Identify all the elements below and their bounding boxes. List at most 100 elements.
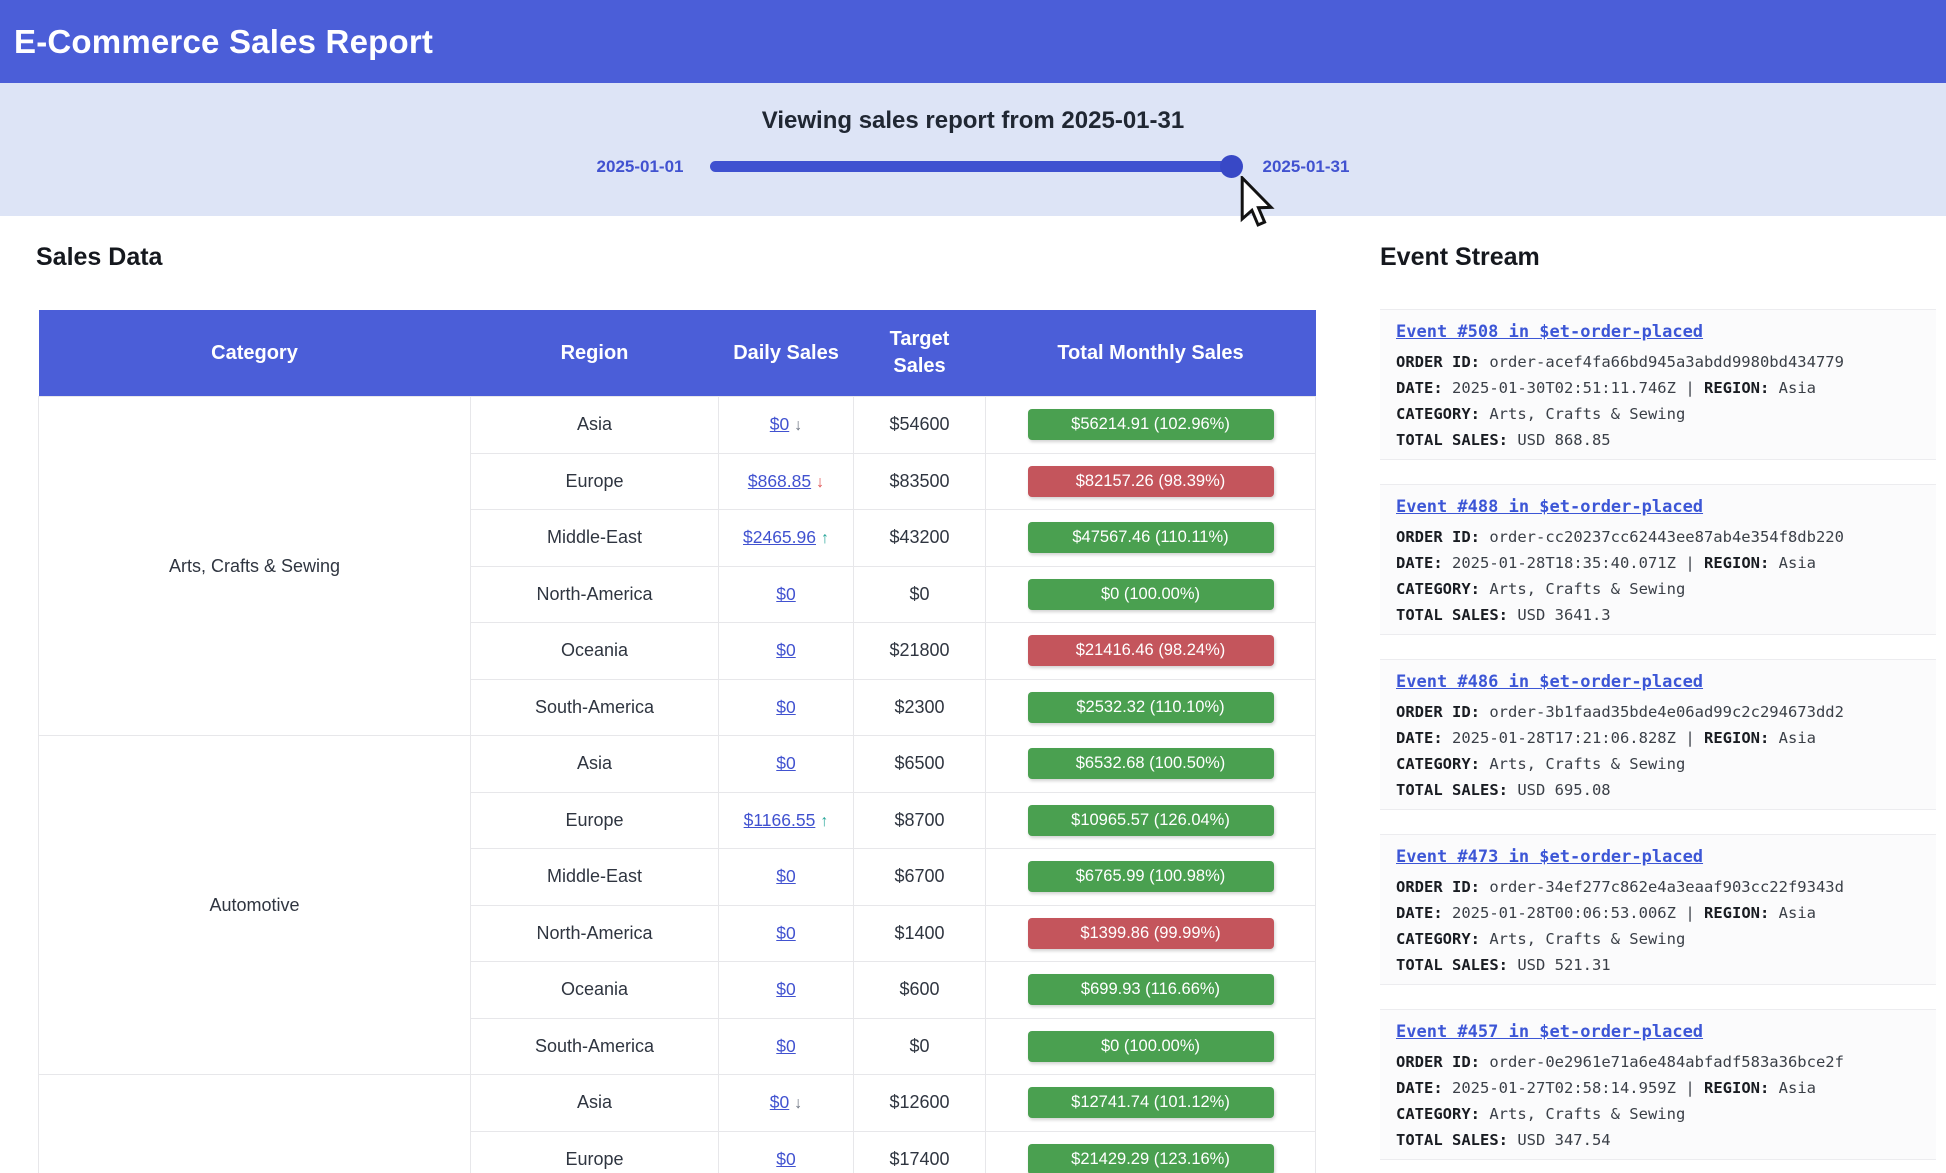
- target-sales-cell: $83500: [854, 453, 986, 510]
- total-monthly-sales-cell: $0 (100.00%): [986, 1018, 1316, 1075]
- daily-sales-link[interactable]: $0: [776, 979, 795, 999]
- total-monthly-sales-cell: $6532.68 (100.50%): [986, 736, 1316, 793]
- daily-sales-link[interactable]: $0: [776, 640, 795, 660]
- daily-sales-cell: $0: [719, 962, 854, 1019]
- region-cell: Oceania: [471, 962, 719, 1019]
- event-detail-line: DATE: 2025-01-27T02:58:14.959Z | REGION:…: [1396, 1075, 1920, 1101]
- daily-sales-cell: $2465.96↑: [719, 510, 854, 567]
- event-title-link[interactable]: Event #457 in $et-order-placed: [1396, 1022, 1703, 1042]
- total-monthly-sales-cell: $12741.74 (101.12%): [986, 1075, 1316, 1132]
- daily-sales-link[interactable]: $0: [776, 753, 795, 773]
- daily-sales-link[interactable]: $0: [776, 866, 795, 886]
- monthly-sales-badge: $47567.46 (110.11%): [1028, 522, 1274, 553]
- total-monthly-sales-cell: $1399.86 (99.99%): [986, 905, 1316, 962]
- daily-sales-cell: $0 ↓: [719, 1075, 854, 1132]
- target-sales-cell: $12600: [854, 1075, 986, 1132]
- event-detail-line: ORDER ID: order-cc20237cc62443ee87ab4e35…: [1396, 524, 1920, 550]
- date-slider[interactable]: [710, 161, 1237, 173]
- monthly-sales-badge: $21429.29 (123.16%): [1028, 1144, 1274, 1173]
- event-title-link[interactable]: Event #508 in $et-order-placed: [1396, 322, 1703, 342]
- trend-down-icon: ↓: [794, 417, 802, 435]
- event-detail-line: DATE: 2025-01-28T00:06:53.006Z | REGION:…: [1396, 900, 1920, 926]
- event-card: Event #473 in $et-order-placed ORDER ID: …: [1380, 834, 1936, 985]
- target-sales-cell: $21800: [854, 623, 986, 680]
- region-cell: Europe: [471, 792, 719, 849]
- slider-row: 2025-01-01 2025-01-31: [0, 157, 1946, 177]
- daily-sales-cell: $0: [719, 905, 854, 962]
- trend-down-icon: ↓: [794, 1095, 802, 1113]
- date-slider-section: Viewing sales report from 2025-01-31 202…: [0, 83, 1946, 216]
- category-cell: [39, 1075, 471, 1173]
- trend-up-icon: ↑: [820, 813, 828, 831]
- page-title: E-Commerce Sales Report: [0, 23, 433, 61]
- event-detail-line: CATEGORY: Arts, Crafts & Sewing: [1396, 751, 1920, 777]
- event-stream-heading: Event Stream: [1380, 243, 1540, 272]
- daily-sales-link[interactable]: $0: [770, 1092, 789, 1112]
- daily-sales-link[interactable]: $2465.96: [743, 527, 816, 547]
- column-header: Category: [39, 310, 471, 397]
- daily-sales-link[interactable]: $868.85: [748, 471, 811, 491]
- region-cell: North-America: [471, 905, 719, 962]
- event-detail-line: DATE: 2025-01-28T18:35:40.071Z | REGION:…: [1396, 550, 1920, 576]
- monthly-sales-badge: $82157.26 (98.39%): [1028, 466, 1274, 497]
- slider-track[interactable]: [710, 161, 1237, 172]
- monthly-sales-badge: $10965.57 (126.04%): [1028, 805, 1274, 836]
- region-cell: Oceania: [471, 623, 719, 680]
- total-monthly-sales-cell: $47567.46 (110.11%): [986, 510, 1316, 567]
- mouse-cursor-icon: [1240, 176, 1278, 232]
- target-sales-cell: $0: [854, 1018, 986, 1075]
- target-sales-cell: $600: [854, 962, 986, 1019]
- total-monthly-sales-cell: $21429.29 (123.16%): [986, 1131, 1316, 1173]
- event-detail-line: TOTAL SALES: USD 695.08: [1396, 777, 1920, 803]
- region-cell: Europe: [471, 1131, 719, 1173]
- target-sales-cell: $17400: [854, 1131, 986, 1173]
- slider-max-label: 2025-01-31: [1263, 157, 1350, 177]
- event-detail-line: ORDER ID: order-3b1faad35bde4e06ad99c2c2…: [1396, 699, 1920, 725]
- event-card: Event #488 in $et-order-placed ORDER ID: …: [1380, 484, 1936, 635]
- daily-sales-link[interactable]: $0: [776, 1149, 795, 1169]
- event-card: Event #508 in $et-order-placedORDER ID: …: [1380, 309, 1936, 460]
- event-detail-line: DATE: 2025-01-30T02:51:11.746Z | REGION:…: [1396, 375, 1920, 401]
- region-cell: Middle-East: [471, 510, 719, 567]
- slider-thumb[interactable]: [1220, 155, 1243, 178]
- event-detail-line: TOTAL SALES: USD 347.54: [1396, 1127, 1920, 1153]
- daily-sales-cell: $868.85↓: [719, 453, 854, 510]
- target-sales-cell: $0: [854, 566, 986, 623]
- total-monthly-sales-cell: $56214.91 (102.96%): [986, 397, 1316, 454]
- target-sales-cell: $54600: [854, 397, 986, 454]
- slider-min-label: 2025-01-01: [597, 157, 684, 177]
- event-stream-list: Event #508 in $et-order-placed ORDER ID: …: [1380, 309, 1936, 1173]
- monthly-sales-badge: $1399.86 (99.99%): [1028, 918, 1274, 949]
- event-card: Event #457 in $et-order-placedORDER ID: …: [1380, 1009, 1936, 1160]
- region-cell: South-America: [471, 679, 719, 736]
- category-cell: Automotive: [39, 736, 471, 1075]
- daily-sales-link[interactable]: $0: [776, 923, 795, 943]
- region-cell: North-America: [471, 566, 719, 623]
- region-cell: South-America: [471, 1018, 719, 1075]
- daily-sales-link[interactable]: $0: [770, 414, 789, 434]
- table-row: Asia $0 ↓ $12600 $12741.74 (101.12%): [39, 1075, 1316, 1132]
- daily-sales-link[interactable]: $0: [776, 1036, 795, 1056]
- monthly-sales-badge: $56214.91 (102.96%): [1028, 409, 1274, 440]
- total-monthly-sales-cell: $699.93 (116.66%): [986, 962, 1316, 1019]
- event-title-link[interactable]: Event #473 in $et-order-placed: [1396, 847, 1703, 867]
- event-detail-line: ORDER ID: order-34ef277c862e4a3eaaf903cc…: [1396, 874, 1920, 900]
- daily-sales-link[interactable]: $0: [776, 697, 795, 717]
- event-title-link[interactable]: Event #488 in $et-order-placed: [1396, 497, 1703, 517]
- monthly-sales-badge: $6765.99 (100.98%): [1028, 861, 1274, 892]
- column-header: Total Monthly Sales: [986, 310, 1316, 397]
- column-header: Region: [471, 310, 719, 397]
- daily-sales-link[interactable]: $1166.55: [744, 810, 816, 830]
- region-cell: Asia: [471, 1075, 719, 1132]
- event-detail-line: CATEGORY: Arts, Crafts & Sewing: [1396, 1101, 1920, 1127]
- monthly-sales-badge: $0 (100.00%): [1028, 1031, 1274, 1062]
- region-cell: Europe: [471, 453, 719, 510]
- slider-title: Viewing sales report from 2025-01-31: [0, 83, 1946, 135]
- total-monthly-sales-cell: $2532.32 (110.10%): [986, 679, 1316, 736]
- target-sales-cell: $6500: [854, 736, 986, 793]
- monthly-sales-badge: $699.93 (116.66%): [1028, 974, 1274, 1005]
- event-detail-line: TOTAL SALES: USD 521.31: [1396, 952, 1920, 978]
- event-title-link[interactable]: Event #486 in $et-order-placed: [1396, 672, 1703, 692]
- monthly-sales-badge: $12741.74 (101.12%): [1028, 1087, 1274, 1118]
- daily-sales-link[interactable]: $0: [776, 584, 795, 604]
